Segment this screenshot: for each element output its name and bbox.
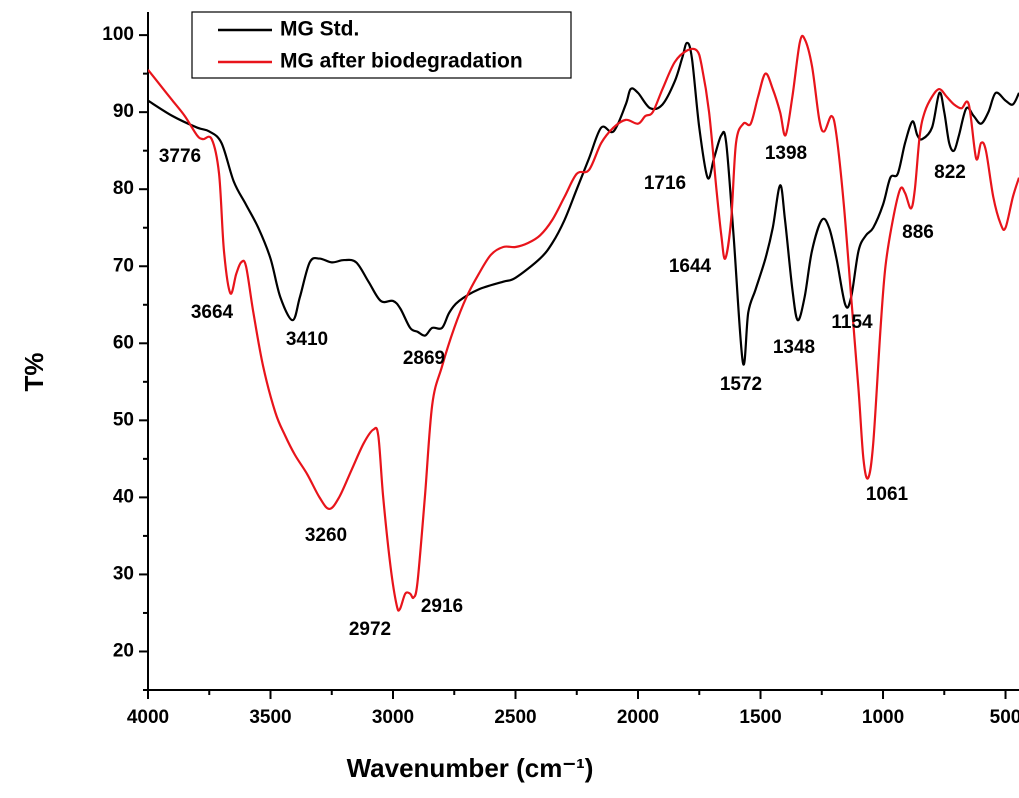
y-tick-label: 20 [113,640,134,661]
legend-label: MG after biodegradation [280,50,523,73]
y-tick-label: 70 [113,255,134,276]
x-tick-label: 3000 [372,707,414,728]
peak-label: 1398 [765,143,807,164]
peak-label: 3776 [159,146,201,167]
y-axis-label: T% [19,353,49,392]
peak-label: 2972 [349,619,391,640]
y-tick-label: 40 [113,486,134,507]
y-tick-label: 80 [113,178,134,199]
y-tick-label: 90 [113,101,134,122]
y-tick-label: 60 [113,332,134,353]
peak-label: 1061 [866,484,909,505]
peak-label: 3410 [286,329,328,350]
series-line [148,41,1019,366]
peak-label: 2916 [421,596,463,617]
y-tick-label: 100 [102,24,134,45]
x-tick-label: 4000 [127,707,169,728]
x-tick-label: 1500 [739,707,781,728]
legend-box [191,11,572,79]
x-tick-label: 500 [990,707,1019,728]
peak-label: 1644 [669,256,712,277]
peak-label: 886 [902,222,934,243]
y-tick-label: 30 [113,563,134,584]
x-tick-label: 2000 [617,707,659,728]
x-axis-label: Wavenumber (cm⁻¹) [347,753,594,783]
peak-label: 2869 [403,348,445,369]
peak-label: 3260 [305,525,347,546]
x-tick-label: 2500 [494,707,536,728]
peak-label: 1348 [773,337,815,358]
x-tick-label: 3500 [249,707,291,728]
peak-label: 822 [934,162,966,183]
peak-label: 1154 [831,312,873,333]
legend-label: MG Std. [280,18,359,41]
peak-label: 1572 [720,374,762,395]
peak-label: 1716 [644,173,686,194]
x-tick-label: 1000 [862,707,904,728]
y-tick-label: 50 [113,409,134,430]
peak-label: 3664 [191,302,234,323]
series-line [148,34,1019,612]
